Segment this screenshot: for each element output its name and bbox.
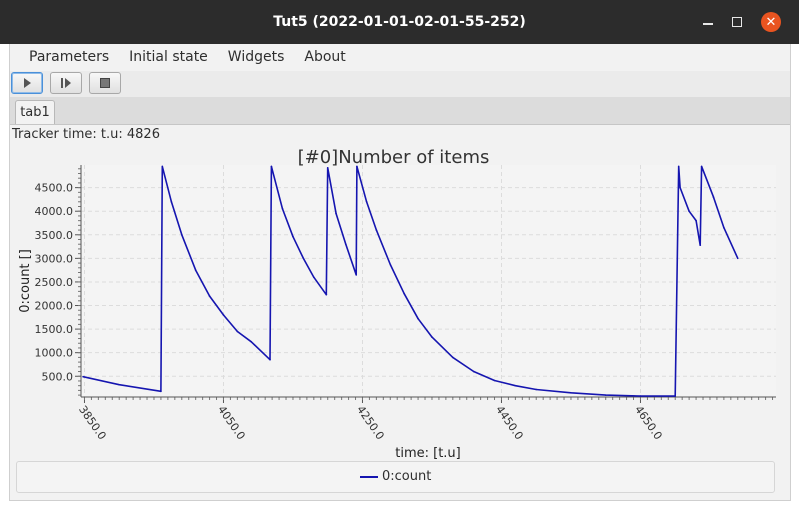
data-point (677, 165, 680, 168)
y-tick-label: 1000.0 (35, 347, 74, 360)
data-point (160, 390, 162, 393)
data-point (325, 293, 328, 296)
legend-swatch (360, 475, 378, 478)
step-button[interactable] (50, 72, 82, 94)
y-tick-label: 4500.0 (35, 182, 74, 195)
data-point (375, 229, 378, 231)
menu-about[interactable]: About (304, 49, 346, 65)
step-icon (61, 78, 71, 88)
x-axis-label: time: [t.u] (395, 446, 461, 459)
data-point (356, 165, 358, 168)
toolbar (10, 71, 790, 98)
minimize-button[interactable] (693, 0, 723, 44)
data-point (82, 375, 84, 378)
data-point (250, 341, 253, 343)
data-point (417, 317, 419, 320)
chart-title: [#0]Number of items (298, 147, 490, 168)
data-point (688, 210, 690, 213)
legend-label: 0:count (382, 469, 432, 484)
data-point (679, 186, 681, 189)
minimize-icon (703, 23, 713, 25)
data-point (208, 295, 211, 297)
y-tick-label: 2500.0 (35, 276, 74, 289)
data-point (493, 379, 496, 382)
data-point (535, 388, 538, 391)
y-tick-label: 2000.0 (35, 300, 74, 313)
data-point (570, 391, 572, 394)
data-point (472, 370, 475, 373)
data-point (161, 165, 164, 168)
tab-strip: tab1 (10, 97, 790, 125)
data-point (723, 226, 725, 229)
data-point (355, 274, 358, 276)
data-point (302, 257, 305, 260)
close-icon: ✕ (761, 12, 781, 32)
y-tick-label: 500.0 (42, 370, 74, 383)
data-point (699, 244, 702, 246)
y-axis-label: 0:count [] (18, 249, 33, 313)
data-point (700, 165, 703, 168)
close-button[interactable]: ✕ (756, 0, 786, 44)
chart: 500.0 1000.0 1500.0 2000.0 2500.0 3000.0 3500.… (18, 147, 776, 459)
data-point (292, 235, 294, 238)
y-tick-label: 4000.0 (35, 205, 74, 218)
x-tick-label: 4450.0 (493, 403, 526, 442)
play-icon (24, 78, 31, 88)
menu-initial-state[interactable]: Initial state (129, 49, 208, 65)
data-point (344, 243, 347, 246)
data-point (180, 233, 183, 236)
y-tick-label: 3000.0 (35, 252, 74, 265)
data-point (431, 336, 433, 338)
data-point (452, 356, 454, 359)
tab-tab1[interactable]: tab1 (15, 100, 55, 124)
maximize-button[interactable] (722, 0, 752, 44)
y-tick-label: 3500.0 (35, 229, 74, 242)
data-point (222, 314, 225, 316)
data-point (335, 212, 337, 215)
data-point (695, 219, 697, 222)
play-button[interactable] (11, 72, 43, 94)
data-point (514, 384, 517, 387)
x-tick-label: 4650.0 (632, 403, 665, 442)
data-point (269, 358, 271, 361)
x-tick-label: 4250.0 (354, 403, 387, 442)
data-point (389, 263, 392, 266)
legend-item: 0:count (360, 469, 431, 484)
data-point (170, 200, 173, 203)
main-window: Parameters Initial state Widgets About t… (9, 44, 791, 501)
data-point (118, 383, 121, 386)
data-point (194, 269, 197, 271)
title-bar: Tut5 (2022-01-01-02-01-55-252) (0, 0, 799, 44)
window-title: Tut5 (2022-01-01-02-01-55-252) (273, 14, 526, 30)
y-tick-label: 1500.0 (35, 323, 74, 336)
data-point (604, 394, 607, 396)
plot-area (81, 165, 776, 397)
data-point (639, 395, 642, 397)
stop-icon (100, 78, 110, 88)
data-point (403, 292, 405, 295)
data-point (674, 395, 677, 397)
maximize-icon (732, 17, 742, 27)
menu-widgets[interactable]: Widgets (227, 49, 285, 65)
menu-parameters[interactable]: Parameters (29, 49, 110, 65)
data-point (270, 165, 273, 168)
data-point (281, 208, 284, 210)
x-tick-label: 3850.0 (76, 403, 109, 442)
data-point (712, 196, 715, 198)
data-point (365, 200, 368, 203)
tracker-time: Tracker time: t.u: 4826 (12, 127, 160, 142)
data-point (236, 330, 239, 333)
data-point (326, 167, 329, 169)
data-point (313, 276, 315, 279)
legend: 0:count (16, 461, 775, 493)
stop-button[interactable] (89, 72, 121, 94)
data-point (736, 257, 739, 260)
x-tick-label: 4050.0 (215, 403, 248, 442)
